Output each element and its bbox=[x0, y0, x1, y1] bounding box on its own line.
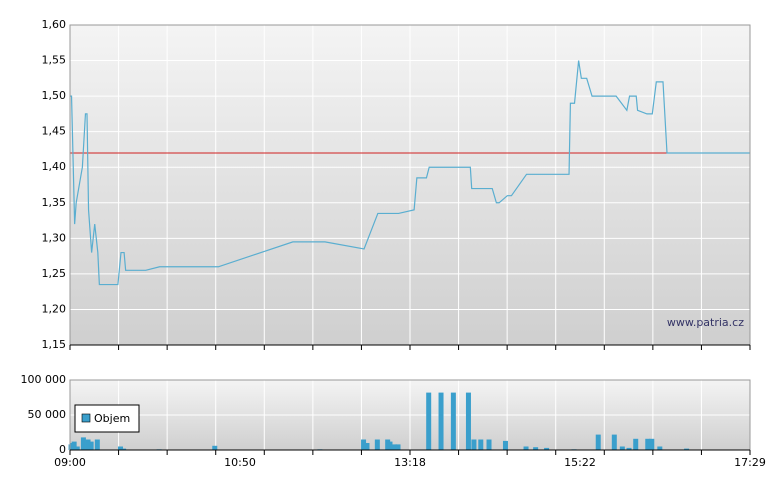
volume-bar bbox=[426, 392, 432, 450]
volume-bar bbox=[619, 446, 625, 450]
watermark: www.patria.cz bbox=[667, 316, 744, 329]
legend-label: Objem bbox=[94, 412, 130, 425]
volume-bar bbox=[611, 434, 617, 450]
y-tick-label: 1,55 bbox=[42, 54, 67, 67]
volume-bar bbox=[633, 438, 639, 450]
volume-bar bbox=[544, 447, 550, 450]
volume-bar bbox=[94, 439, 100, 450]
volume-bar bbox=[118, 446, 123, 450]
x-tick-label: 13:18 bbox=[394, 456, 426, 469]
volume-bar bbox=[502, 440, 508, 450]
y-tick-label: 1,15 bbox=[42, 338, 67, 351]
volume-bar bbox=[450, 392, 456, 450]
volume-bar bbox=[533, 447, 539, 450]
y-tick-label: 1,50 bbox=[42, 89, 67, 102]
x-tick-label: 10:50 bbox=[224, 456, 256, 469]
volume-bar bbox=[649, 438, 655, 450]
volume-bar bbox=[361, 439, 367, 450]
volume-bar bbox=[74, 446, 80, 450]
volume-bar bbox=[523, 446, 529, 450]
x-tick-label: 09:00 bbox=[54, 456, 86, 469]
y-tick-label: 1,25 bbox=[42, 267, 67, 280]
y-tick-label: 50 000 bbox=[28, 408, 67, 421]
volume-bar bbox=[364, 443, 370, 450]
volume-bar bbox=[438, 392, 444, 450]
volume-bar bbox=[392, 444, 398, 450]
volume-bar bbox=[486, 439, 492, 450]
volume-bar bbox=[595, 434, 601, 450]
volume-bar bbox=[212, 445, 218, 450]
legend-swatch bbox=[81, 413, 91, 423]
volume-bar bbox=[478, 439, 484, 450]
y-tick-label: 1,45 bbox=[42, 125, 67, 138]
volume-bar bbox=[88, 441, 94, 450]
volume-bar bbox=[374, 439, 380, 450]
volume-bar bbox=[657, 446, 663, 450]
y-tick-label: 1,40 bbox=[42, 160, 67, 173]
x-tick-label: 15:22 bbox=[564, 456, 596, 469]
volume-bar bbox=[465, 392, 471, 450]
volume-bar bbox=[387, 441, 393, 450]
volume-bar bbox=[395, 444, 401, 450]
y-tick-label: 1,60 bbox=[42, 18, 67, 31]
y-tick-label: 1,20 bbox=[42, 302, 67, 315]
volume-bar bbox=[85, 439, 91, 450]
volume-bar bbox=[121, 448, 127, 450]
volume-bar bbox=[645, 438, 651, 450]
price-line bbox=[70, 60, 750, 286]
volume-bar bbox=[80, 437, 86, 450]
volume-bar bbox=[71, 441, 77, 450]
y-tick-label: 1,30 bbox=[42, 231, 67, 244]
y-tick-label: 100 000 bbox=[21, 373, 67, 386]
volume-bar bbox=[626, 447, 632, 450]
volume-bar bbox=[684, 448, 690, 450]
volume-bar bbox=[471, 439, 477, 450]
y-tick-label: 0 bbox=[59, 443, 66, 456]
y-tick-label: 1,35 bbox=[42, 196, 67, 209]
x-tick-label: 17:29 bbox=[734, 456, 766, 469]
